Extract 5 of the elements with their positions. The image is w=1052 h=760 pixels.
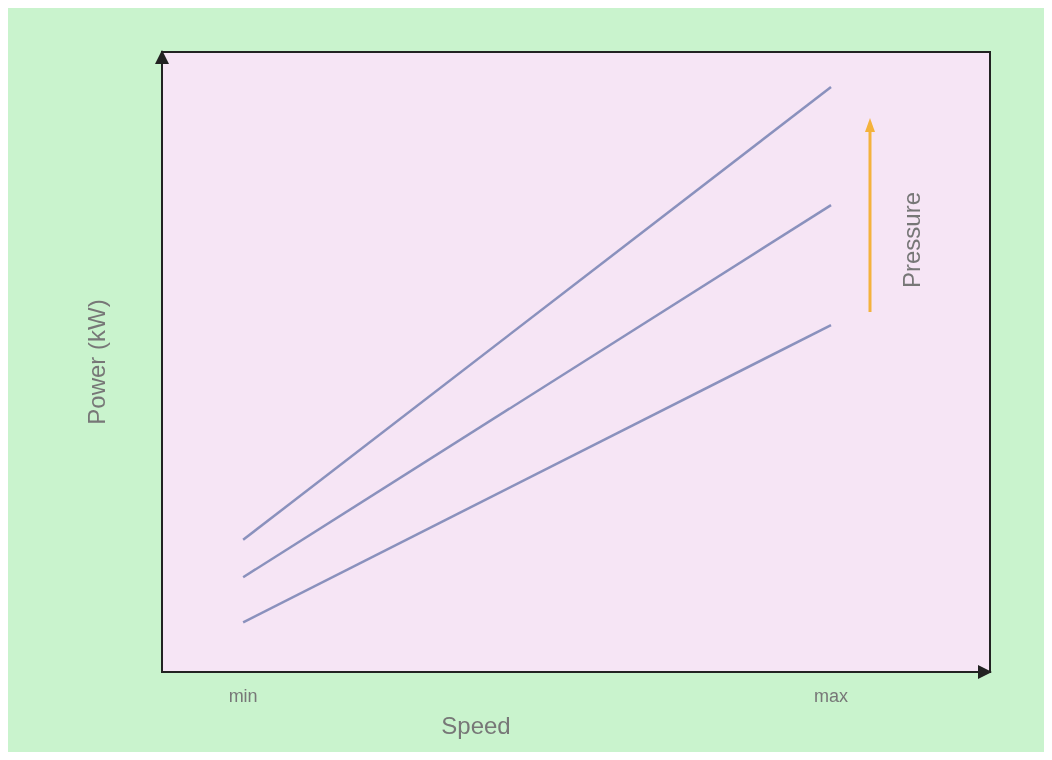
x-axis-title: Speed (441, 712, 511, 739)
annotation: Pressure (898, 191, 925, 289)
y-axis-title: Power (kW) (83, 299, 110, 425)
x-tick-label: max (814, 686, 849, 706)
x-tick-label: min (228, 686, 258, 706)
